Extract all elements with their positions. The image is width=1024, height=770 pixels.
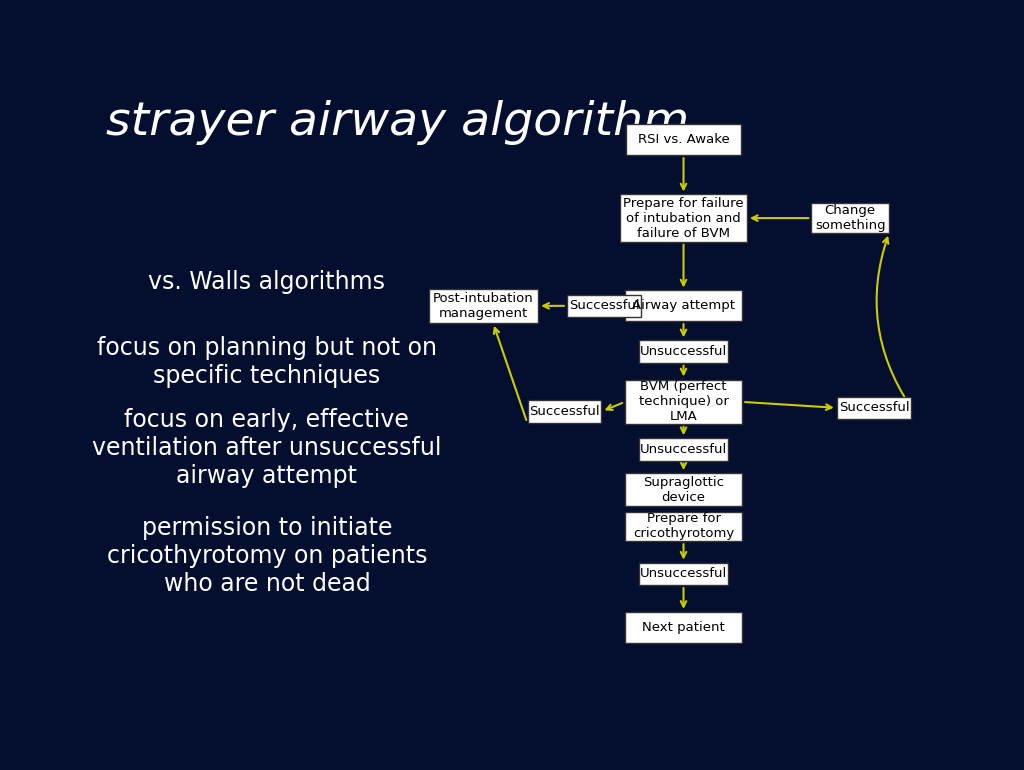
Text: permission to initiate
cricothyrotomy on patients
who are not dead: permission to initiate cricothyrotomy on… — [106, 516, 427, 596]
Text: Supraglottic
device: Supraglottic device — [643, 476, 724, 504]
Text: Next patient: Next patient — [642, 621, 725, 634]
Text: vs. Walls algorithms: vs. Walls algorithms — [148, 270, 385, 294]
Text: Successful: Successful — [529, 405, 600, 418]
FancyBboxPatch shape — [837, 397, 911, 419]
FancyBboxPatch shape — [625, 511, 742, 541]
FancyBboxPatch shape — [625, 290, 742, 321]
Text: strayer airway algorithm: strayer airway algorithm — [106, 99, 689, 145]
Text: BVM (perfect
technique) or
LMA: BVM (perfect technique) or LMA — [639, 380, 728, 424]
FancyBboxPatch shape — [639, 438, 728, 460]
Text: Unsuccessful: Unsuccessful — [640, 345, 727, 358]
FancyBboxPatch shape — [567, 295, 641, 317]
FancyBboxPatch shape — [639, 340, 728, 363]
FancyBboxPatch shape — [626, 125, 741, 156]
Text: Prepare for failure
of intubation and
failure of BVM: Prepare for failure of intubation and fa… — [624, 196, 743, 239]
Text: Airway attempt: Airway attempt — [632, 300, 735, 313]
FancyBboxPatch shape — [429, 289, 539, 323]
FancyBboxPatch shape — [639, 563, 728, 585]
FancyBboxPatch shape — [527, 400, 601, 423]
Text: Successful: Successful — [569, 300, 639, 313]
Text: Unsuccessful: Unsuccessful — [640, 443, 727, 456]
Text: Unsuccessful: Unsuccessful — [640, 567, 727, 581]
FancyBboxPatch shape — [625, 380, 742, 424]
Text: focus on early, effective
ventilation after unsuccessful
airway attempt: focus on early, effective ventilation af… — [92, 408, 441, 488]
Text: Prepare for
cricothyrotomy: Prepare for cricothyrotomy — [633, 512, 734, 541]
Text: RSI vs. Awake: RSI vs. Awake — [638, 133, 729, 146]
FancyBboxPatch shape — [625, 473, 742, 506]
FancyBboxPatch shape — [620, 194, 748, 242]
Text: Post-intubation
management: Post-intubation management — [433, 292, 534, 320]
Text: Change
something: Change something — [815, 204, 886, 232]
FancyBboxPatch shape — [625, 612, 742, 643]
Text: focus on planning but not on
specific techniques: focus on planning but not on specific te… — [97, 336, 437, 388]
Text: Successful: Successful — [839, 401, 909, 414]
FancyBboxPatch shape — [811, 203, 889, 233]
